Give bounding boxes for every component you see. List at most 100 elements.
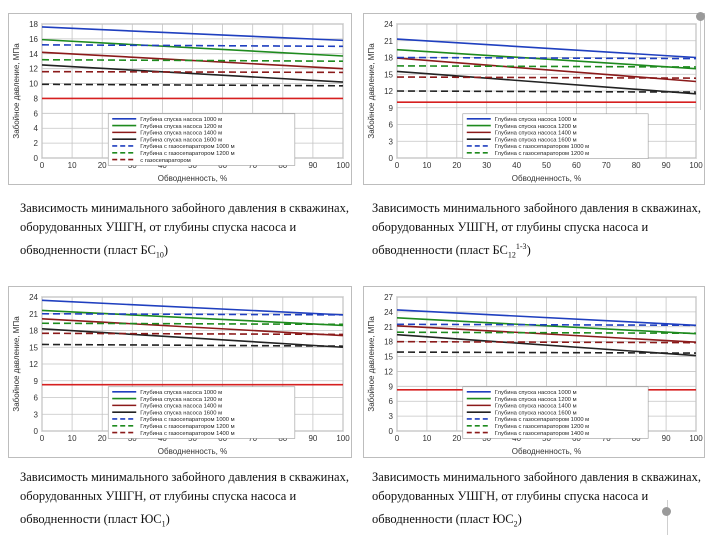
- x-tick-label: 20: [452, 161, 461, 170]
- legend-label: Глубина спуска насоса 1200 м: [140, 124, 222, 130]
- series-line: [41, 322, 344, 326]
- series-line: [41, 44, 344, 48]
- x-axis-label: Обводненность, %: [158, 447, 227, 456]
- series-line: [396, 90, 697, 93]
- x-tick-label: 10: [422, 434, 431, 443]
- caption-text: Зависимость минимального забойного давле…: [20, 470, 349, 527]
- legend-label: Глубина с газосепаратором 1400 м: [495, 431, 589, 437]
- decorative-line: [700, 20, 701, 110]
- series-line: [396, 323, 697, 327]
- x-tick-label: 30: [482, 161, 491, 170]
- caption-tail: ): [517, 512, 522, 527]
- legend-label: Глубина с газосепаратором 1000 м: [140, 144, 234, 150]
- x-tick-label: 50: [542, 161, 551, 170]
- series-line: [396, 324, 697, 343]
- y-tick-label: 21: [384, 323, 393, 332]
- legend-label: Глубина с газосепаратором 1200 м: [495, 424, 589, 430]
- x-tick-label: 100: [336, 434, 350, 443]
- y-tick-label: 6: [34, 109, 39, 118]
- legend-label: Глубина с газосепаратором 1200 м: [495, 151, 589, 157]
- legend-label: Глубина спуска насоса 1000 м: [140, 117, 222, 123]
- x-axis-label: Обводненность, %: [158, 174, 227, 183]
- y-tick-label: 12: [29, 360, 38, 369]
- chart-frame: 036912151821240102030405060708090100Обво…: [8, 286, 352, 458]
- legend-box: [107, 386, 296, 439]
- decorative-dot: [662, 507, 671, 516]
- decorative-line: [667, 500, 668, 535]
- caption-tail: ): [163, 243, 169, 258]
- legend-box: [107, 113, 296, 166]
- legend-label: Глубина спуска насоса 1400 м: [495, 131, 577, 137]
- legend-label: Глубина с газосепаратором 1000 м: [140, 417, 234, 423]
- series-line: [396, 56, 697, 60]
- legend-label: Глубина спуска насоса 1600 м: [140, 137, 222, 143]
- series-line: [396, 57, 697, 83]
- x-tick-label: 40: [512, 161, 521, 170]
- y-tick-label: 18: [384, 338, 393, 347]
- y-axis-label: Забойное давление, МПа: [12, 316, 21, 412]
- y-tick-label: 3: [389, 137, 394, 146]
- x-tick-label: 0: [395, 434, 400, 443]
- series-line: [41, 83, 344, 87]
- caption-tail: ): [165, 512, 170, 527]
- series-line: [396, 340, 697, 344]
- y-tick-label: 24: [384, 20, 393, 29]
- chart-frame: 0246810121416180102030405060708090100Обв…: [8, 13, 352, 185]
- legend-label: Глубина спуска насоса 1400 м: [495, 404, 577, 410]
- x-tick-label: 0: [395, 161, 400, 170]
- y-tick-label: 0: [389, 427, 394, 436]
- caption-subscript: 2: [513, 519, 518, 529]
- legend-label: Глубина спуска насоса 1400 м: [140, 131, 222, 137]
- chart-frame: 03691215182124270102030405060708090100Об…: [363, 286, 705, 458]
- series-line: [41, 51, 344, 70]
- y-tick-label: 3: [389, 412, 394, 421]
- series-line: [41, 64, 344, 83]
- chart-caption: Зависимость минимального забойного давле…: [372, 199, 712, 265]
- x-tick-label: 90: [662, 434, 671, 443]
- y-tick-label: 9: [389, 382, 394, 391]
- chart-svg: 0246810121416180102030405060708090100Обв…: [12, 20, 350, 183]
- x-tick-label: 0: [40, 434, 45, 443]
- x-tick-label: 0: [40, 161, 45, 170]
- legend-box: [462, 113, 649, 159]
- chart-svg: 036912151821240102030405060708090100Обво…: [12, 293, 350, 456]
- y-tick-label: 15: [384, 353, 393, 362]
- y-tick-label: 12: [384, 367, 393, 376]
- y-axis-label: Забойное давление, МПа: [367, 316, 376, 412]
- y-tick-label: 18: [29, 327, 38, 336]
- x-tick-label: 70: [602, 161, 611, 170]
- y-tick-label: 9: [389, 104, 394, 113]
- y-tick-label: 12: [29, 65, 38, 74]
- y-tick-label: 0: [34, 154, 39, 163]
- series-line: [396, 48, 697, 70]
- y-tick-label: 12: [384, 87, 393, 96]
- series-line: [41, 299, 344, 316]
- series-line: [41, 312, 344, 316]
- series-line: [396, 309, 697, 327]
- chart-caption: Зависимость минимального забойного давле…: [20, 468, 360, 534]
- caption-subscript: 1: [161, 519, 166, 529]
- x-tick-label: 100: [689, 434, 703, 443]
- x-tick-label: 60: [572, 161, 581, 170]
- y-tick-label: 21: [384, 37, 393, 46]
- y-axis-label: Забойное давление, МПа: [367, 43, 376, 139]
- x-axis-label: Обводненность, %: [512, 174, 581, 183]
- chart-svg: 03691215182124270102030405060708090100Об…: [367, 293, 703, 456]
- x-tick-label: 90: [308, 434, 317, 443]
- x-tick-label: 90: [662, 161, 671, 170]
- y-tick-label: 6: [389, 121, 394, 130]
- y-tick-label: 27: [384, 293, 393, 302]
- series-line: [41, 58, 344, 63]
- y-tick-label: 10: [29, 80, 38, 89]
- chart-caption: Зависимость минимального забойного давле…: [20, 199, 360, 265]
- caption-text: Зависимость минимального забойного давле…: [372, 470, 701, 527]
- legend-label: Глубина спуска насоса 1000 м: [495, 390, 577, 396]
- x-tick-label: 20: [452, 434, 461, 443]
- series-line: [41, 309, 344, 327]
- y-tick-label: 8: [34, 94, 39, 103]
- caption-text: Зависимость минимального забойного давле…: [20, 201, 349, 258]
- y-tick-label: 24: [29, 293, 38, 302]
- x-tick-label: 10: [68, 434, 77, 443]
